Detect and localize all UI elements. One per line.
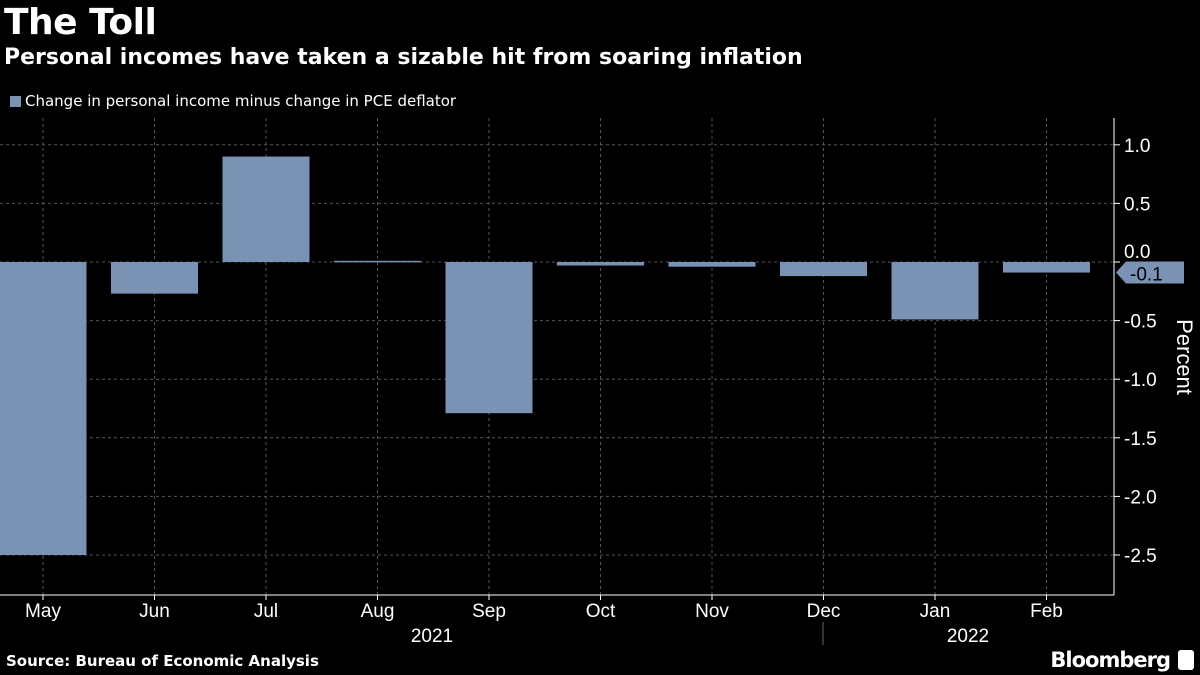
x-tick-label: May xyxy=(25,601,61,622)
x-tick-label: Oct xyxy=(586,601,616,622)
year-label: 2021 xyxy=(411,626,453,647)
bar-jan xyxy=(891,262,979,320)
bar-oct xyxy=(557,262,644,266)
x-tick-label: Jul xyxy=(254,601,278,622)
bar-sep xyxy=(445,262,533,414)
y-tick-label: 1.0 xyxy=(1124,136,1150,157)
legend-label: Change in personal income minus change i… xyxy=(25,92,457,110)
legend-swatch xyxy=(10,95,21,107)
y-tick-label: -0.5 xyxy=(1124,312,1157,333)
x-tick-label: Jan xyxy=(920,601,951,622)
x-tick-label: Feb xyxy=(1030,601,1063,622)
year-label: 2022 xyxy=(947,626,989,647)
x-tick-label: Jun xyxy=(139,601,170,622)
bar-dec xyxy=(780,262,867,277)
bar-jun xyxy=(111,262,198,294)
y-tick-label: -1.5 xyxy=(1124,429,1157,450)
source-note: Source: Bureau of Economic Analysis xyxy=(6,652,319,670)
last-value-label: -0.1 xyxy=(1130,265,1163,286)
bar-chart: 1.0 0.5 0.0 -0.5 -1.0 -1.5 -2.0 -2.5 May Jun Jul Au… xyxy=(0,118,1197,647)
bloomberg-logo: Bloomberg xyxy=(1050,648,1171,672)
bar-jul xyxy=(222,156,310,262)
bar-aug xyxy=(334,260,421,263)
bloomberg-terminal-icon xyxy=(1178,650,1194,670)
x-tick-label: Aug xyxy=(361,601,395,622)
y-tick-label: 0.0 xyxy=(1124,242,1150,263)
y-tick-label: -1.0 xyxy=(1124,370,1157,391)
bar-feb xyxy=(1003,262,1090,273)
last-value-tag xyxy=(1116,261,1184,284)
x-tick-label: Sep xyxy=(472,601,506,622)
y-tick-label: 0.5 xyxy=(1124,194,1150,215)
x-tick-label: Nov xyxy=(695,601,729,622)
y-tick-label: -2.0 xyxy=(1124,487,1157,508)
y-tick-label: -2.5 xyxy=(1124,546,1157,567)
bar-may xyxy=(0,262,87,555)
legend: Change in personal income minus change i… xyxy=(10,92,456,110)
bar-nov xyxy=(668,262,756,267)
chart-subtitle: Personal incomes have taken a sizable hi… xyxy=(4,45,803,70)
x-tick-label: Dec xyxy=(807,601,841,622)
chart-title: The Toll xyxy=(4,2,157,43)
y-axis-label: Percent xyxy=(1172,319,1197,395)
